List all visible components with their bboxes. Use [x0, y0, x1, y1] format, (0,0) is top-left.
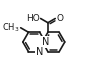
Text: N: N: [42, 37, 49, 47]
Text: N: N: [36, 47, 43, 57]
Text: CH$_3$: CH$_3$: [2, 21, 20, 34]
Text: O: O: [57, 14, 64, 23]
Text: HO: HO: [26, 14, 40, 23]
